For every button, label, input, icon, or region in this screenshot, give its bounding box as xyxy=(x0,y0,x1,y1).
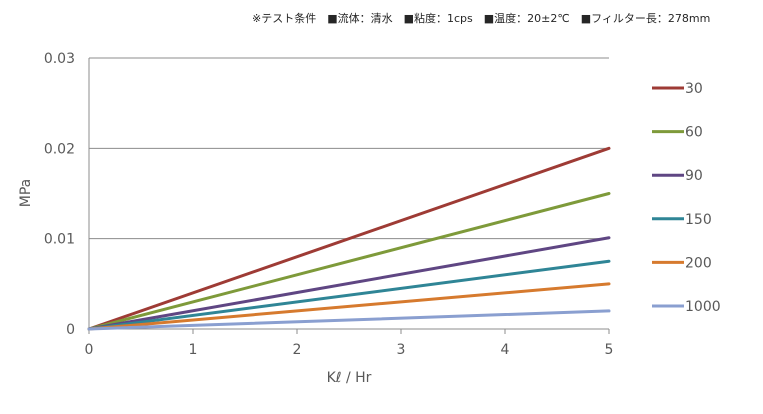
grid-lines xyxy=(89,57,609,240)
series-line-90 xyxy=(87,236,611,331)
y-tick-label: 0.01 xyxy=(44,232,75,248)
legend: 30 60 90 150 200 1000 xyxy=(652,81,721,315)
series-lines xyxy=(87,146,611,331)
x-tick-label: 3 xyxy=(397,342,406,358)
axes xyxy=(88,58,610,334)
y-tick-label: 0 xyxy=(66,322,75,338)
series-line-150 xyxy=(87,259,611,331)
test-conditions-note: ※テスト条件 ■流体：清水 ■粘度：1cps ■温度：20±2℃ ■フィルター長… xyxy=(252,12,711,25)
x-tick-label: 0 xyxy=(85,342,94,358)
legend-label-90: 90 xyxy=(685,168,703,184)
series-line-200 xyxy=(87,282,611,331)
series-line-30 xyxy=(87,146,611,331)
legend-label-150: 150 xyxy=(685,212,712,228)
legend-label-30: 30 xyxy=(685,81,703,97)
x-axis-title: Kℓ / Hr xyxy=(327,370,372,386)
y-axis-title: MPa xyxy=(18,179,34,207)
x-tick-label: 1 xyxy=(189,342,198,358)
series-line-1000 xyxy=(87,309,611,331)
y-tick-label: 0.02 xyxy=(44,141,75,157)
legend-label-200: 200 xyxy=(685,255,712,271)
series-line-60 xyxy=(87,192,611,331)
legend-label-1000: 1000 xyxy=(685,299,721,315)
y-tick-label: 0.03 xyxy=(44,51,75,67)
x-tick-label: 5 xyxy=(605,342,614,358)
legend-label-60: 60 xyxy=(685,125,703,141)
x-tick-label: 2 xyxy=(293,342,302,358)
tick-labels: 0 0.01 0.02 0.03 0 1 2 3 4 5 xyxy=(44,51,614,358)
x-tick-label: 4 xyxy=(501,342,510,358)
